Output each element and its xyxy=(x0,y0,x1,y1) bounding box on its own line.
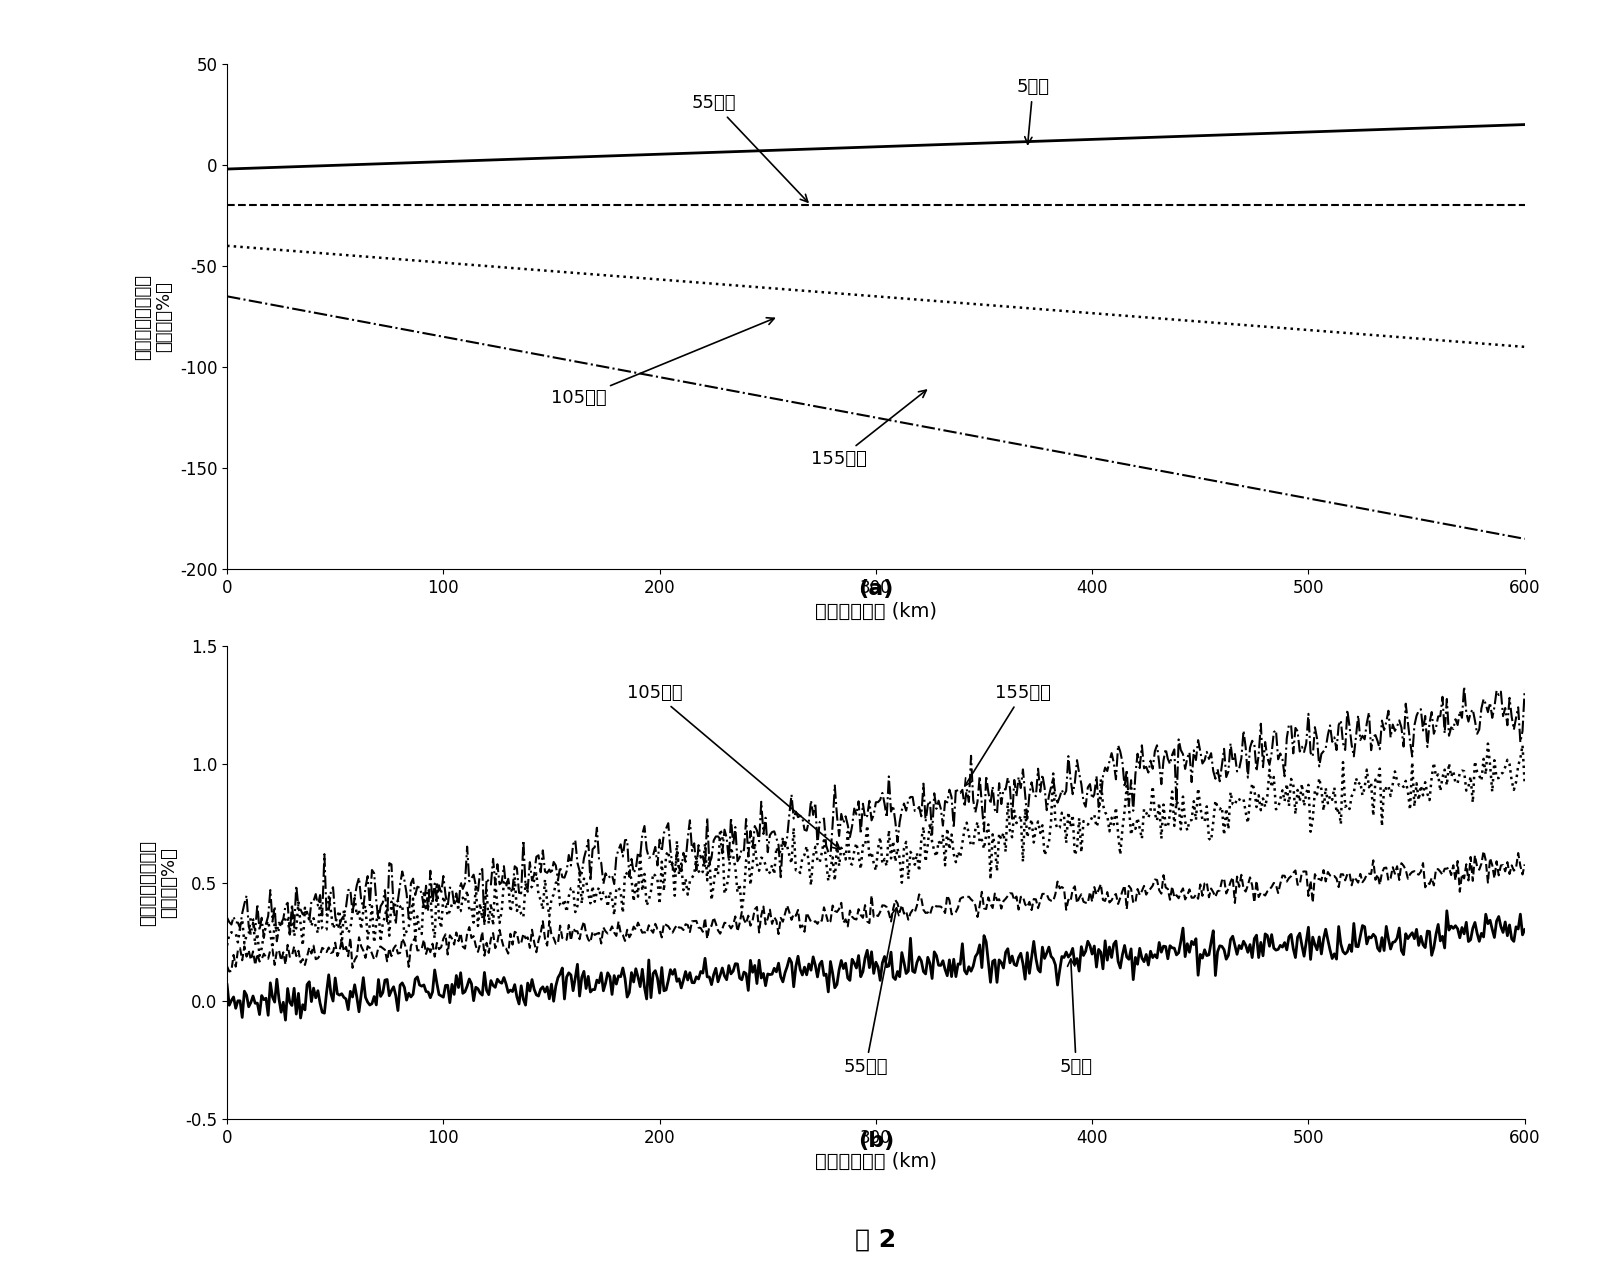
Text: 5欧姆: 5欧姆 xyxy=(1059,959,1093,1076)
Text: 55欧姆: 55欧姆 xyxy=(843,908,899,1076)
X-axis label: 实际故障距离 (km): 实际故障距离 (km) xyxy=(814,602,938,622)
Text: 105欧姆: 105欧姆 xyxy=(628,684,840,849)
Text: (a): (a) xyxy=(858,578,894,599)
Text: 图 2: 图 2 xyxy=(855,1228,897,1252)
Text: 55欧姆: 55欧姆 xyxy=(693,95,808,202)
Text: (b): (b) xyxy=(858,1131,894,1151)
Text: 5欧姆: 5欧姆 xyxy=(1017,78,1049,145)
Text: 105欧姆: 105欧姆 xyxy=(551,317,774,408)
Y-axis label: 故障测距相对误差
（百分比%）: 故障测距相对误差 （百分比%） xyxy=(139,839,178,926)
Text: 155欧姆: 155欧姆 xyxy=(811,390,926,468)
Y-axis label: 故障测距相对误差
（百分比%）: 故障测距相对误差 （百分比%） xyxy=(135,274,174,359)
Text: 155欧姆: 155欧姆 xyxy=(965,684,1051,785)
X-axis label: 实际故障距离 (km): 实际故障距离 (km) xyxy=(814,1152,938,1172)
